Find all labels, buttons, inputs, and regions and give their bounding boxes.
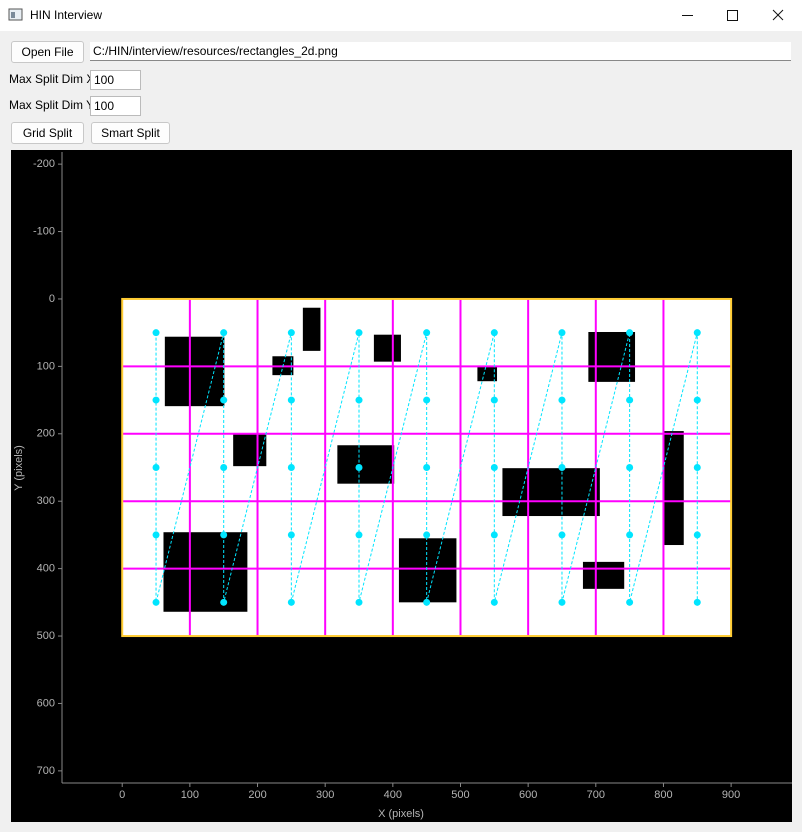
center-point [423,464,431,471]
app-icon [8,8,23,21]
center-point [287,598,295,606]
image-rectangle [582,561,625,589]
image-rectangle [373,334,401,362]
x-tick-label: 0 [119,789,125,801]
y-tick-label: -100 [33,225,55,237]
x-tick-label: 600 [519,789,537,801]
y-tick-label: 100 [37,360,55,372]
image-rectangle [663,431,684,546]
split-y-spinbox[interactable]: 100 [90,96,141,116]
grid-split-button[interactable]: Grid Split [11,122,84,144]
center-point [558,464,566,471]
window-title: HIN Interview [30,8,103,22]
y-tick-label: 400 [37,563,55,575]
center-point [490,598,498,606]
center-point [626,531,634,539]
y-tick-label: 600 [37,697,55,709]
center-point [490,396,498,404]
smart-split-button[interactable]: Smart Split [91,122,170,144]
center-point [220,464,228,471]
center-point [152,598,160,606]
center-point [355,531,363,539]
split-x-label: Max Split Dim X [9,72,95,86]
center-point [287,531,295,539]
x-tick-label: 400 [384,789,402,801]
image-rectangle [163,532,248,612]
center-point [423,531,431,539]
x-tick-label: 200 [248,789,266,801]
center-point [693,531,701,539]
x-tick-label: 800 [654,789,672,801]
center-point [220,329,228,337]
center-point [693,598,701,606]
image-rectangle [398,538,457,603]
split-y-label: Max Split Dim Y [9,98,95,112]
x-tick-label: 700 [587,789,605,801]
center-point [626,396,634,404]
center-point [287,329,295,337]
y-tick-label: -200 [33,158,55,170]
center-point [626,464,634,471]
file-path[interactable]: C:/HIN/interview/resources/rectangles_2d… [90,42,791,61]
center-point [423,598,431,606]
x-tick-label: 900 [722,789,740,801]
center-point [355,598,363,606]
image-rectangle [233,433,267,467]
center-point [490,531,498,539]
center-point [558,598,566,606]
image-border [121,297,733,638]
image-rectangle [302,307,321,351]
center-point [152,464,160,471]
center-point [220,598,228,606]
center-point [490,329,498,337]
center-point [558,396,566,404]
center-point [423,396,431,404]
center-point [287,396,295,404]
center-point [558,531,566,539]
center-point [355,464,363,471]
center-point [423,329,431,337]
center-point [355,396,363,404]
x-axis-label: X (pixels) [378,808,424,820]
center-point [152,531,160,539]
center-point [152,329,160,337]
title-bar: HIN Interview [0,0,802,31]
y-tick-label: 700 [37,765,55,777]
center-point [626,329,634,337]
y-tick-label: 300 [37,495,55,507]
x-tick-label: 300 [316,789,334,801]
image-rectangle [502,468,600,517]
split-x-spinbox[interactable]: 100 [90,70,141,90]
x-tick-label: 500 [451,789,469,801]
center-point [220,531,228,539]
x-tick-label: 100 [181,789,199,801]
image-rectangle [477,365,498,382]
window-buttons[interactable] [660,0,802,31]
plot: X (pixels) Y (pixels) 0 100 200 300 400 500 60… [11,150,792,822]
center-point [558,329,566,337]
y-tick-label: 500 [37,630,55,642]
open-file-button[interactable]: Open File [11,41,84,63]
center-point [693,464,701,471]
center-point [693,396,701,404]
center-point [287,464,295,471]
center-point [152,396,160,404]
image-rectangle [164,336,225,407]
center-point [220,396,228,404]
image-rectangle [337,445,395,484]
center-point [693,329,701,337]
y-axis-label: Y (pixels) [13,445,25,491]
center-point [626,598,634,606]
y-tick-label: 200 [37,428,55,440]
center-point [355,329,363,337]
y-tick-label: 0 [49,293,55,305]
center-point [490,464,498,471]
